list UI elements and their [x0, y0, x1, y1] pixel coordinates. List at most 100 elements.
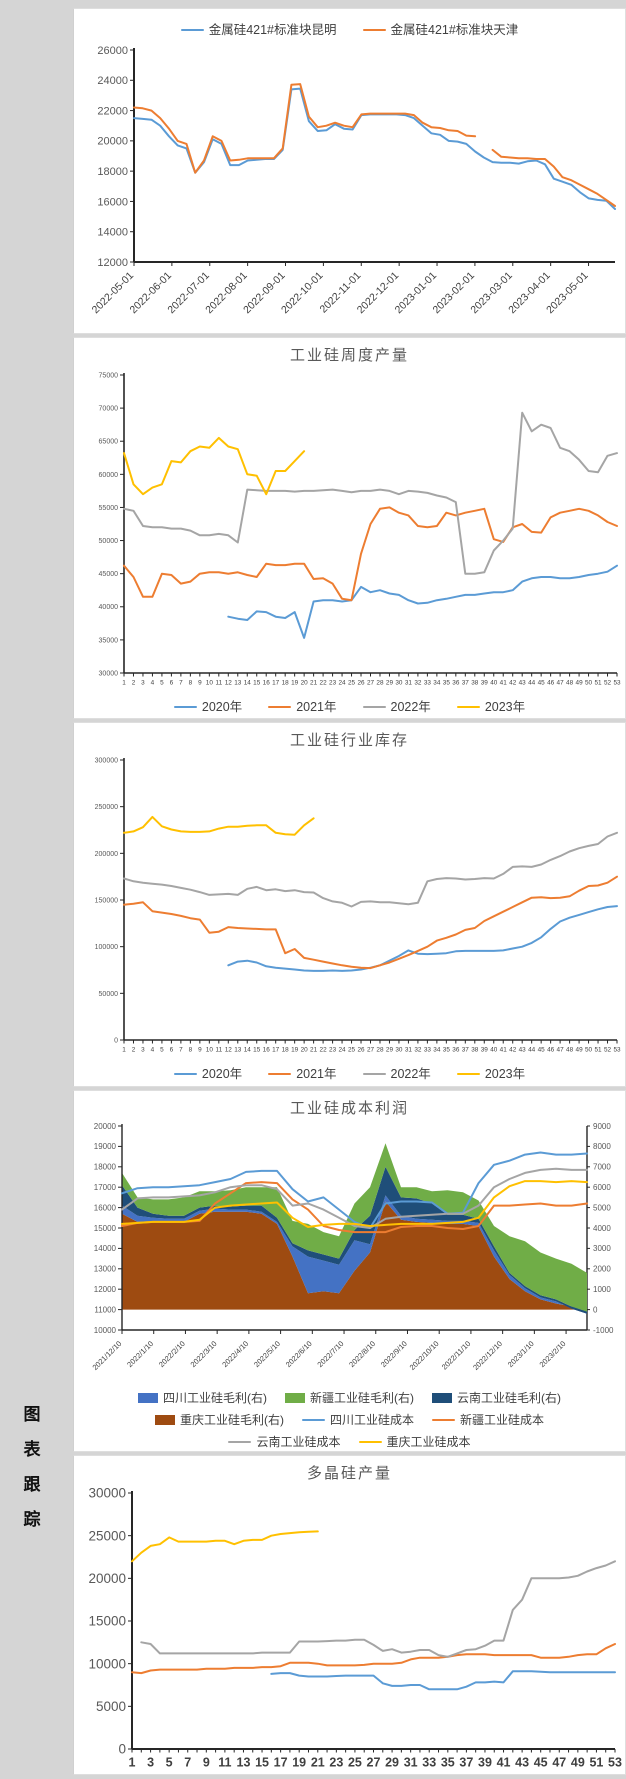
- svg-text:37: 37: [462, 679, 470, 686]
- svg-text:15: 15: [253, 679, 261, 686]
- chart-card-cost-profit: 工业硅成本利润 10000 11000 12000 13000 14000 15000 16…: [73, 1090, 626, 1452]
- svg-text:18: 18: [282, 679, 290, 686]
- cost-profit-legend: 四川工业硅毛利(右) 新疆工业硅毛利(右) 云南工业硅毛利(右) 重庆工业硅毛利(右)…: [120, 1388, 580, 1451]
- legend-label: 2022年: [390, 1067, 431, 1081]
- svg-text:33: 33: [422, 1756, 436, 1770]
- svg-text:7: 7: [179, 1046, 183, 1053]
- svg-text:31: 31: [404, 1756, 418, 1770]
- svg-text:10000: 10000: [88, 1656, 126, 1671]
- svg-text:33: 33: [424, 679, 432, 686]
- svg-text:47: 47: [552, 1756, 566, 1770]
- svg-text:13: 13: [234, 1046, 242, 1053]
- legend-item: 2023年: [456, 1064, 526, 1084]
- svg-text:2: 2: [132, 1046, 136, 1053]
- svg-text:11: 11: [215, 1046, 222, 1053]
- legend-swatch-line: [362, 705, 386, 709]
- svg-text:23: 23: [329, 1046, 337, 1053]
- svg-text:2000: 2000: [593, 1265, 611, 1274]
- svg-text:100000: 100000: [95, 944, 118, 951]
- svg-text:43: 43: [519, 679, 527, 686]
- svg-text:22000: 22000: [97, 105, 128, 117]
- legend-item: 2023年: [456, 697, 526, 717]
- svg-text:16: 16: [263, 679, 271, 686]
- svg-text:0: 0: [118, 1742, 126, 1757]
- svg-text:9: 9: [198, 679, 202, 686]
- svg-text:2023/2/10: 2023/2/10: [538, 1339, 568, 1369]
- svg-text:15: 15: [253, 1046, 261, 1053]
- svg-text:0: 0: [114, 1037, 118, 1044]
- legend-swatch-line: [173, 705, 197, 709]
- legend-item: 2022年: [362, 1064, 431, 1084]
- legend-label: 2023年: [484, 700, 526, 714]
- svg-text:2022/4/10: 2022/4/10: [220, 1339, 250, 1369]
- svg-text:12: 12: [225, 679, 233, 686]
- legend-label: 2021年: [296, 700, 337, 714]
- svg-text:4000: 4000: [593, 1224, 611, 1233]
- svg-text:30000: 30000: [88, 1486, 126, 1501]
- svg-text:52: 52: [604, 1046, 612, 1053]
- svg-text:14000: 14000: [94, 1244, 117, 1253]
- svg-text:25: 25: [348, 1756, 362, 1770]
- legend-label: 云南工业硅成本: [256, 1435, 341, 1449]
- svg-text:9: 9: [203, 1756, 210, 1770]
- svg-text:3: 3: [141, 1046, 145, 1053]
- chart-title: 工业硅成本利润: [289, 1100, 409, 1117]
- svg-text:41: 41: [500, 679, 508, 686]
- svg-text:12: 12: [225, 1046, 233, 1053]
- svg-text:2022/1/10: 2022/1/10: [125, 1339, 155, 1369]
- legend-item: 重庆工业硅成本: [358, 1432, 471, 1451]
- legend-item: 云南工业硅成本: [228, 1432, 341, 1451]
- legend-label: 2020年: [201, 1067, 243, 1081]
- svg-text:7: 7: [184, 1756, 191, 1770]
- legend-swatch-line: [228, 1440, 252, 1444]
- svg-text:21: 21: [310, 679, 318, 686]
- svg-text:16: 16: [263, 1046, 271, 1053]
- svg-text:53: 53: [608, 1756, 622, 1770]
- svg-text:25: 25: [348, 679, 356, 686]
- svg-text:36: 36: [452, 1046, 460, 1053]
- svg-text:35: 35: [443, 1046, 451, 1053]
- svg-text:10000: 10000: [94, 1326, 117, 1335]
- svg-text:2: 2: [132, 679, 136, 686]
- svg-text:18000: 18000: [94, 1163, 117, 1172]
- svg-text:47: 47: [557, 1046, 565, 1053]
- svg-text:8: 8: [189, 1046, 193, 1053]
- svg-text:18: 18: [282, 1046, 290, 1053]
- svg-text:17000: 17000: [94, 1183, 117, 1192]
- svg-text:16000: 16000: [97, 196, 128, 208]
- svg-text:8000: 8000: [593, 1142, 611, 1151]
- svg-text:23: 23: [329, 679, 337, 686]
- svg-text:7000: 7000: [593, 1163, 611, 1172]
- svg-text:20000: 20000: [94, 1122, 117, 1131]
- svg-text:5000: 5000: [593, 1203, 611, 1212]
- legend-item: 四川工业硅成本: [301, 1410, 414, 1430]
- svg-text:31: 31: [405, 1046, 413, 1053]
- svg-text:42: 42: [509, 1046, 517, 1053]
- legend-label: 2020年: [201, 700, 243, 714]
- svg-text:11: 11: [218, 1756, 231, 1770]
- svg-text:150000: 150000: [95, 897, 118, 904]
- legend-swatch-area: [285, 1393, 305, 1403]
- legend-item: 新疆工业硅成本: [432, 1410, 544, 1430]
- svg-text:2022/7/10: 2022/7/10: [315, 1339, 345, 1369]
- svg-text:46: 46: [547, 679, 555, 686]
- svg-text:39: 39: [481, 679, 489, 686]
- svg-text:65000: 65000: [99, 439, 119, 446]
- svg-text:2021/12/10: 2021/12/10: [91, 1339, 124, 1372]
- svg-text:70000: 70000: [99, 406, 119, 413]
- svg-text:53: 53: [613, 679, 621, 686]
- svg-text:27: 27: [367, 679, 375, 686]
- svg-text:49: 49: [571, 1756, 585, 1770]
- legend-item: 重庆工业硅毛利(右): [154, 1410, 284, 1430]
- svg-text:10: 10: [206, 1046, 214, 1053]
- chart-title: 多晶硅产量: [306, 1465, 392, 1482]
- sidebar-label-char: 踪: [23, 1510, 41, 1530]
- svg-text:52: 52: [604, 679, 612, 686]
- sidebar-label-char: 表: [23, 1440, 41, 1460]
- svg-text:60000: 60000: [99, 472, 119, 479]
- svg-text:8: 8: [189, 679, 193, 686]
- legend-item: 云南工业硅毛利(右): [432, 1388, 561, 1408]
- legend-label: 2023年: [484, 1067, 526, 1081]
- svg-text:20000: 20000: [97, 136, 128, 148]
- weekly-output-legend: 2020年 2021年 2022年 2023年: [74, 697, 625, 717]
